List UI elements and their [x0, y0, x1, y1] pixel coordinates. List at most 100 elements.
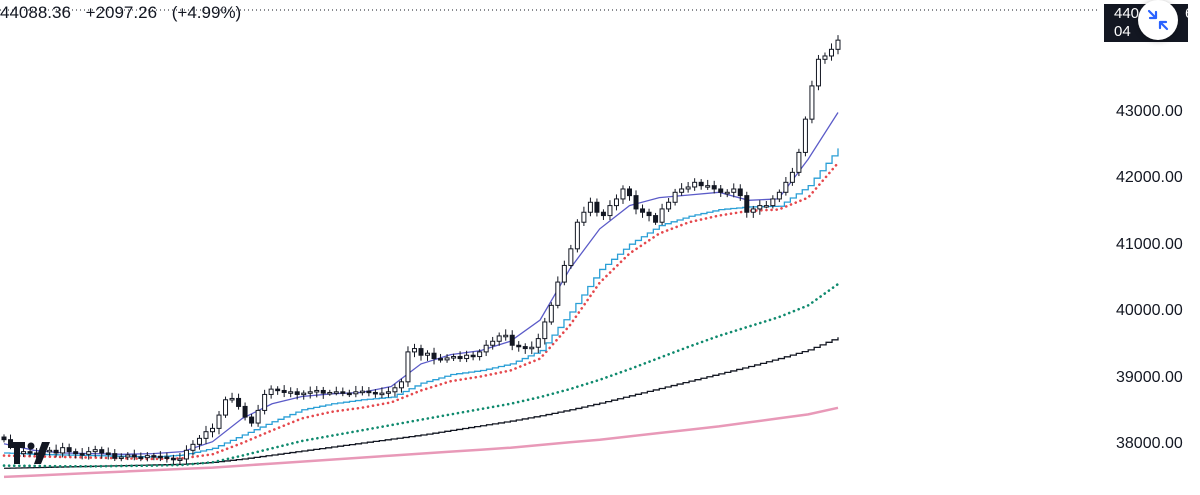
candle-body [620, 188, 626, 200]
price-change-percent: (+4.99%) [171, 3, 242, 22]
candle-body [809, 85, 815, 120]
candle-body [177, 458, 183, 461]
candle-body [21, 451, 27, 455]
candle [268, 385, 274, 399]
y-tick-label: 38000.00 [1116, 435, 1183, 452]
candle-body [633, 195, 639, 210]
candle-body [411, 348, 417, 353]
candle-body [529, 346, 535, 350]
candle-body [268, 388, 274, 395]
candle [1, 434, 7, 443]
candle [477, 349, 483, 361]
candle-body [789, 171, 795, 183]
candle [438, 353, 444, 363]
candle [99, 446, 105, 459]
candle-body [353, 391, 359, 395]
candle-body [692, 181, 698, 188]
candle-body [425, 352, 431, 356]
candle [281, 385, 287, 398]
candle-body [770, 198, 776, 207]
candle [672, 188, 678, 206]
candle [815, 54, 821, 91]
candle [138, 452, 144, 462]
candle-body [190, 443, 196, 451]
candle-body [581, 211, 587, 223]
candle-body [548, 304, 554, 323]
candle [822, 52, 828, 64]
candle-body [294, 391, 300, 395]
candle [535, 333, 541, 353]
candle [776, 189, 782, 203]
candle [47, 447, 53, 456]
candle [86, 446, 92, 460]
candle-body [366, 390, 372, 394]
candle-body [66, 447, 72, 453]
candle-body [587, 201, 593, 213]
candle [333, 386, 339, 396]
candle [255, 404, 261, 427]
candle [457, 351, 463, 362]
candle [620, 185, 626, 204]
candle-body [236, 397, 242, 407]
candle-body [724, 191, 730, 195]
candle-body [561, 264, 567, 283]
candle-body [613, 198, 619, 207]
candle [659, 203, 665, 226]
candle-body [763, 205, 769, 208]
candle-body [281, 389, 287, 393]
candle [757, 200, 763, 215]
badge-countdown: 04 [1114, 23, 1131, 40]
candle-body [223, 399, 229, 416]
candle [731, 183, 737, 198]
candle-body [27, 451, 33, 454]
candle-body [802, 118, 808, 153]
candle-body [477, 351, 483, 358]
candle-body [522, 346, 528, 350]
candle [464, 350, 470, 363]
candle [627, 186, 632, 201]
candle [724, 189, 730, 198]
collapse-button[interactable] [1138, 0, 1178, 40]
candle [183, 445, 189, 464]
candle-body [118, 456, 124, 459]
candle [653, 212, 659, 225]
candle-body [451, 356, 457, 359]
candle-body [483, 344, 489, 353]
candle-body [418, 348, 424, 356]
last-price: 44088.36 [0, 3, 71, 22]
candle [789, 167, 795, 186]
candle [327, 389, 333, 396]
candle [711, 180, 717, 194]
candle [125, 452, 131, 461]
candle-body [509, 334, 515, 346]
candle [366, 387, 372, 397]
candle [750, 205, 756, 218]
candle [92, 445, 98, 458]
candle-body [196, 437, 202, 445]
candle-body [431, 352, 437, 360]
candle-body [776, 191, 782, 200]
candle [405, 346, 411, 387]
candle [718, 184, 724, 197]
y-tick-label: 40000.00 [1116, 302, 1183, 319]
candle [607, 200, 613, 221]
candle [490, 336, 496, 350]
candle [301, 390, 307, 400]
candle [223, 396, 229, 418]
candle [359, 386, 365, 396]
candle-body [659, 208, 665, 223]
y-tick-label: 39000.00 [1116, 368, 1183, 386]
candle-body [457, 356, 463, 360]
candle-body [131, 454, 137, 458]
candle [294, 388, 300, 400]
candle [79, 448, 85, 460]
candle [509, 330, 515, 351]
candle-body [705, 185, 711, 188]
candle [685, 181, 691, 193]
candle-body [138, 456, 144, 459]
candle [288, 387, 294, 398]
candle [144, 452, 150, 462]
candle-body [666, 201, 672, 210]
